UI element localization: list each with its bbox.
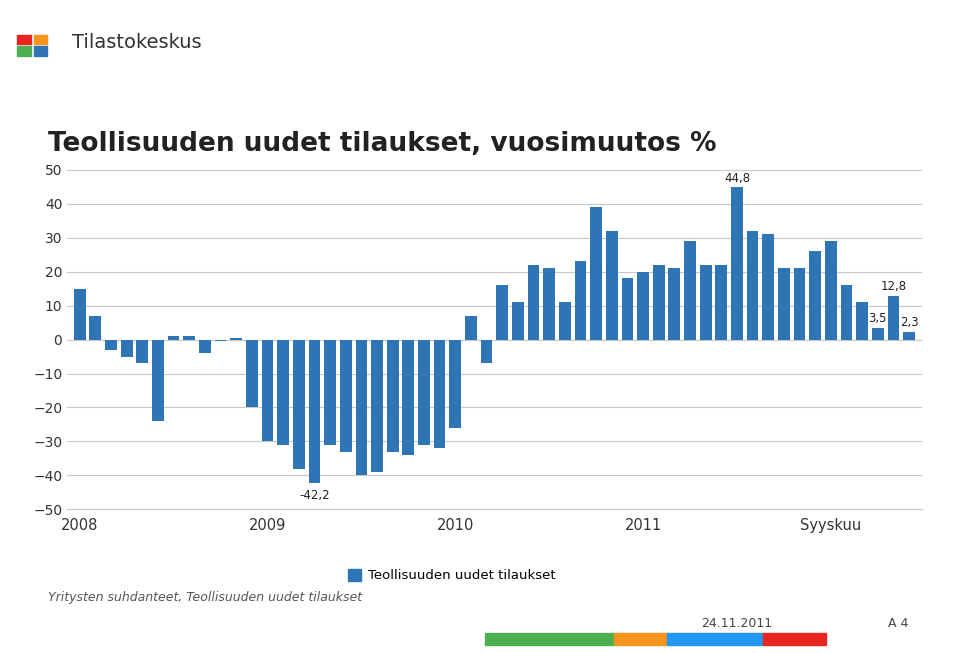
Bar: [449, 340, 461, 428]
Bar: [324, 340, 336, 445]
Bar: [246, 340, 257, 407]
Bar: [778, 268, 790, 340]
Text: 44,8: 44,8: [724, 172, 750, 185]
Bar: [121, 340, 132, 357]
Bar: [700, 265, 711, 340]
Bar: [528, 265, 540, 340]
Bar: [794, 268, 805, 340]
Bar: [183, 336, 195, 340]
Bar: [684, 241, 696, 340]
Bar: [762, 234, 774, 340]
Bar: [653, 265, 664, 340]
Legend: Teollisuuden uudet tilaukset: Teollisuuden uudet tilaukset: [343, 564, 561, 588]
Bar: [888, 296, 900, 340]
Bar: [89, 316, 101, 340]
Text: Teollisuuden uudet tilaukset, vuosimuutos %: Teollisuuden uudet tilaukset, vuosimuuto…: [48, 131, 716, 157]
Bar: [543, 268, 555, 340]
Bar: [136, 340, 148, 363]
Bar: [277, 340, 289, 445]
Text: 24.11.2011: 24.11.2011: [701, 617, 772, 630]
Bar: [262, 340, 274, 441]
Bar: [841, 285, 852, 340]
Bar: [199, 340, 211, 353]
Bar: [621, 278, 634, 340]
Bar: [559, 302, 570, 340]
Bar: [293, 340, 304, 469]
Bar: [481, 340, 492, 363]
Text: Tilastokeskus: Tilastokeskus: [72, 33, 202, 52]
Bar: [590, 207, 602, 340]
Bar: [465, 316, 477, 340]
Text: 3,5: 3,5: [869, 312, 887, 325]
Bar: [215, 340, 227, 342]
Bar: [340, 340, 351, 452]
Bar: [496, 285, 508, 340]
Bar: [637, 272, 649, 340]
Bar: [732, 187, 743, 340]
Bar: [152, 340, 164, 421]
Bar: [856, 302, 868, 340]
Bar: [747, 231, 758, 340]
Bar: [106, 340, 117, 350]
Bar: [230, 338, 242, 340]
Bar: [372, 340, 383, 472]
Bar: [606, 231, 617, 340]
Bar: [872, 328, 883, 340]
Text: Yritysten suhdanteet, Teollisuuden uudet tilaukset: Yritysten suhdanteet, Teollisuuden uudet…: [48, 591, 362, 604]
Bar: [715, 265, 727, 340]
Bar: [903, 332, 915, 340]
Bar: [809, 251, 821, 340]
Bar: [355, 340, 368, 475]
Bar: [419, 340, 430, 445]
Bar: [512, 302, 524, 340]
Bar: [402, 340, 414, 455]
Bar: [387, 340, 398, 452]
Bar: [668, 268, 681, 340]
Bar: [308, 340, 321, 483]
Text: -42,2: -42,2: [300, 489, 329, 502]
Bar: [74, 289, 85, 340]
Bar: [168, 336, 180, 340]
Bar: [434, 340, 445, 448]
Bar: [575, 261, 587, 340]
Text: A 4: A 4: [888, 617, 908, 630]
Text: 12,8: 12,8: [880, 280, 906, 293]
Text: 2,3: 2,3: [900, 316, 919, 329]
Bar: [825, 241, 837, 340]
